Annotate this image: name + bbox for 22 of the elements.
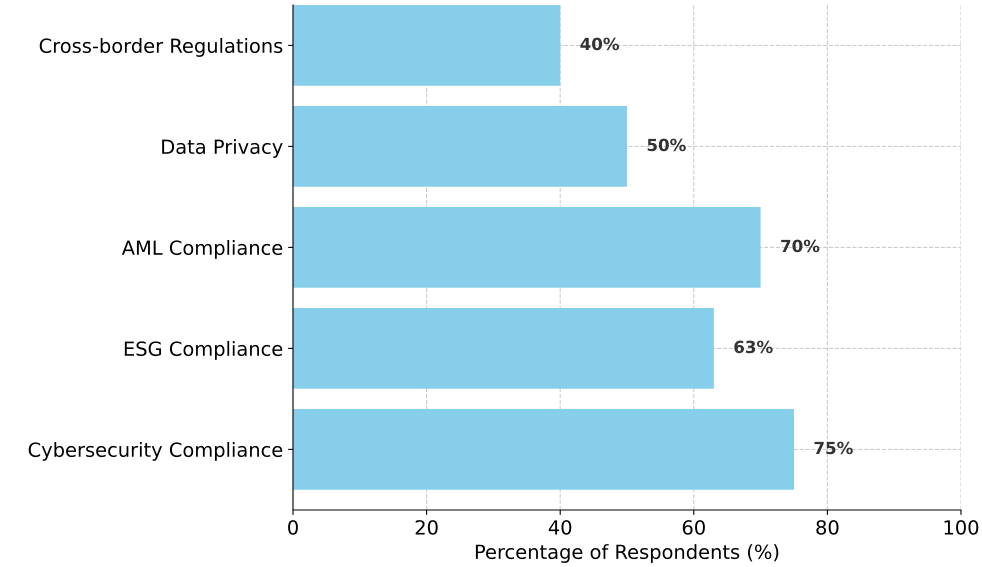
x-tick-label: 20 (416, 520, 438, 535)
data-label: 75% (814, 442, 853, 454)
y-tick-label: Data Privacy (162, 139, 283, 158)
x-tick-label: 100 (944, 520, 978, 535)
data-label: 50% (648, 138, 686, 152)
x-tick-label: 40 (548, 520, 572, 535)
y-tick-label: Cross-border Regulations (40, 38, 282, 57)
bar (293, 5, 560, 86)
x-tick-label: 60 (682, 520, 705, 535)
y-tick-label: ESG Compliance (124, 341, 282, 360)
x-tick-label: 80 (816, 520, 838, 535)
bar (293, 106, 627, 187)
x-axis-title: Percentage of Respondents (%) (476, 544, 778, 563)
data-label: 40% (580, 38, 620, 50)
x-tick-label: 0 (288, 520, 298, 535)
y-tick-label: Cybersecurity Compliance (28, 442, 282, 461)
data-label: 63% (734, 340, 773, 354)
data-label: 70% (781, 240, 820, 252)
bar (293, 207, 761, 288)
y-tick-label: AML Compliance (122, 240, 282, 259)
bar (293, 409, 794, 490)
bar (293, 308, 714, 389)
